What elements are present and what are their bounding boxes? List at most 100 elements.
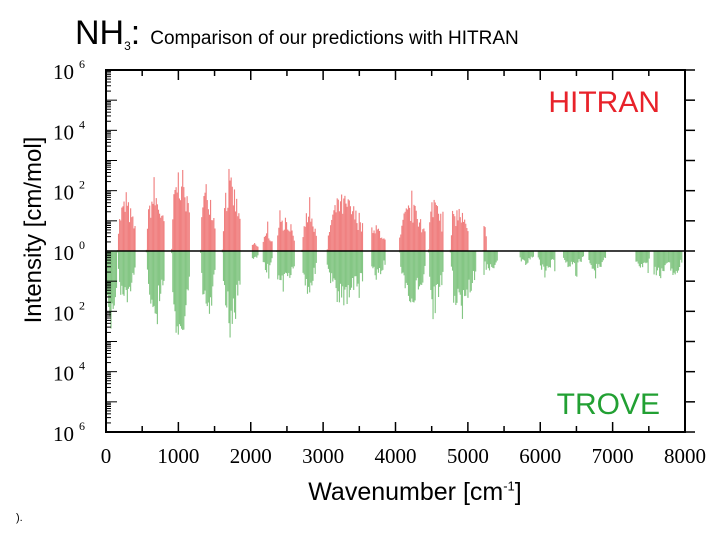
footnote: ). [16, 512, 23, 524]
hitran-line [252, 244, 255, 251]
trove-line [591, 251, 593, 269]
hitran-line [375, 225, 377, 251]
trove-band [326, 251, 364, 306]
hitran-line [132, 216, 134, 251]
trove-line [224, 251, 226, 286]
hitran-line [305, 213, 307, 251]
hitran-line [380, 238, 382, 251]
trove-line [413, 251, 415, 303]
trove-line [268, 251, 270, 279]
y-tick-exponent: 6 [79, 57, 85, 71]
y-tick-exponent: 2 [79, 178, 85, 192]
trove-line [228, 251, 230, 324]
trove-line [582, 251, 585, 257]
trove-line [326, 251, 328, 265]
trove-line [271, 251, 273, 259]
trove-line [490, 251, 492, 265]
trove-line [331, 251, 333, 274]
hitran-line [355, 210, 357, 251]
y-tick-label: 10 [53, 301, 74, 325]
trove-line [231, 251, 233, 324]
trove-line [594, 251, 597, 279]
trove-line [437, 251, 440, 298]
hitran-line [312, 226, 314, 251]
trove-line [374, 251, 376, 276]
hitran-line [442, 211, 444, 251]
trove-line [567, 251, 569, 268]
trove-line [458, 251, 460, 293]
trove-line [252, 251, 255, 259]
hitran-line [416, 218, 418, 251]
hitran-line [403, 213, 405, 251]
trove-line [313, 251, 315, 268]
trove-line [484, 251, 486, 262]
trove-line [123, 251, 125, 296]
trove-line [229, 251, 231, 338]
trove-line [646, 251, 648, 263]
trove-line [146, 251, 149, 270]
trove-line [527, 251, 529, 263]
trove-line [405, 251, 407, 283]
trove-line [604, 251, 607, 258]
trove-line [590, 251, 592, 266]
trove-band [251, 251, 259, 259]
trove-line [570, 251, 572, 262]
trove-line [293, 251, 295, 267]
trove-line [418, 251, 421, 287]
trove-line [339, 251, 342, 284]
trove-line [356, 251, 358, 287]
trove-line [315, 251, 317, 263]
hitran-line [226, 211, 228, 251]
trove-line [279, 251, 281, 280]
trove-line [382, 251, 384, 270]
trove-band [262, 251, 273, 279]
trove-line [435, 251, 437, 285]
trove-line [254, 251, 256, 258]
hitran-line [211, 220, 213, 251]
trove-line [436, 251, 439, 285]
trove-band [635, 251, 650, 274]
hitran-line [156, 204, 158, 251]
hitran-line [176, 192, 178, 251]
hitran-line [264, 235, 267, 251]
hitran-line [174, 189, 176, 251]
trove-line [530, 251, 532, 257]
trove-line [377, 251, 380, 273]
hitran-line [280, 221, 282, 251]
trove-line [256, 251, 258, 258]
trove-line [472, 251, 475, 271]
hitran-line [263, 236, 265, 251]
trove-line [303, 251, 305, 275]
trove-line [645, 251, 647, 264]
trove-line [439, 251, 441, 287]
hitran-line [237, 216, 239, 251]
hitran-line [410, 220, 412, 251]
trove-line [309, 251, 311, 293]
trove-line [666, 251, 668, 263]
trove-band [428, 251, 444, 320]
trove-line [308, 251, 310, 287]
trove-line [554, 251, 556, 272]
hitran-line [187, 203, 189, 251]
trove-line [485, 251, 487, 270]
hitran-line [465, 223, 467, 251]
trove-line [349, 251, 351, 290]
hitran-line [225, 192, 227, 251]
trove-band [371, 251, 386, 280]
trove-line [486, 251, 488, 265]
hitran-line [347, 199, 349, 251]
x-axis-label: Wavenumber [cm-1] [308, 478, 521, 507]
trove-line [371, 251, 373, 267]
trove-line [416, 251, 418, 278]
y-tick-label: 10 [53, 362, 74, 386]
trove-line [381, 251, 383, 271]
hitran-line [201, 217, 203, 251]
trove-line [600, 251, 602, 267]
trove-line [647, 251, 649, 274]
hitran-line [423, 228, 425, 251]
hitran-line [181, 186, 183, 251]
trove-line [327, 251, 329, 269]
trove-line [539, 251, 542, 266]
trove-line [353, 251, 355, 290]
hitran-line [287, 229, 289, 251]
